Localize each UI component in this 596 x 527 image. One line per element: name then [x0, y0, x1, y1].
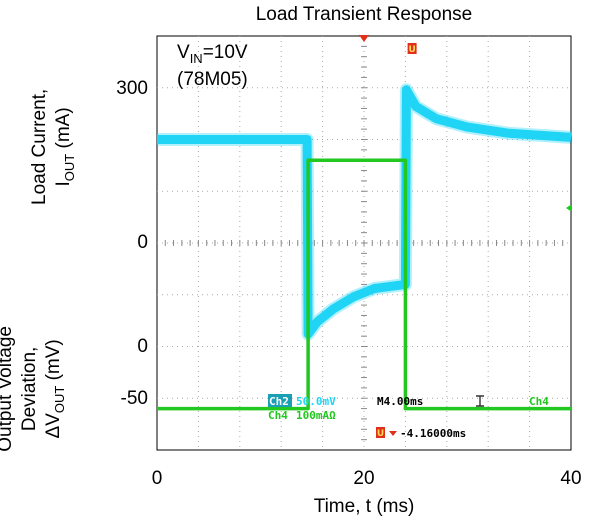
vin-v: V — [177, 42, 190, 63]
part-annotation: (78M05) — [177, 69, 248, 90]
offset-marker-letter: U — [377, 429, 384, 439]
trigger-source: Ch4 — [529, 395, 549, 408]
channel-level-marker — [566, 204, 572, 212]
cursor-marker-letter: U — [408, 45, 415, 55]
vin-annotation: VIN=10V — [177, 42, 248, 66]
ch4-label: Ch4 — [268, 409, 288, 422]
xtick-20: 20 — [353, 468, 375, 489]
offset-arrow-icon — [389, 431, 397, 436]
offset-marker-box — [376, 427, 385, 438]
ch2-scale: 50.0mV — [296, 395, 336, 408]
ytick-0-current: 0 — [137, 232, 148, 253]
ytick-300: 300 — [116, 78, 148, 99]
cursor-marker-box — [407, 43, 417, 54]
x-axis-label: Time, t (ms) — [313, 496, 415, 517]
trigger-marker — [359, 35, 369, 42]
trigger-offset: -4.16000ms — [400, 427, 466, 440]
trigger-icon — [476, 395, 484, 407]
grid — [157, 36, 571, 450]
ytick-0-voltage: 0 — [137, 336, 148, 357]
traces — [157, 83, 572, 411]
ch4-scale: 100mAΩ — [296, 409, 336, 422]
xtick-40: 40 — [560, 468, 582, 489]
timebase: M4.00ms — [377, 395, 423, 408]
vin-sub: IN — [189, 50, 203, 66]
chart-title: Load Transient Response — [255, 4, 473, 25]
ytick-minus50: -50 — [120, 388, 148, 409]
current-trace — [157, 158, 571, 411]
ch2-label: Ch2 — [269, 395, 289, 408]
vin-value: =10V — [202, 42, 248, 63]
xtick-0: 0 — [151, 468, 163, 489]
markers: U — [359, 35, 572, 212]
scope-readout: Ch2 50.0mV Ch4 100mAΩ M4.00ms Ch4 U -4.16000ms — [268, 394, 549, 440]
ch2-badge — [268, 394, 292, 407]
